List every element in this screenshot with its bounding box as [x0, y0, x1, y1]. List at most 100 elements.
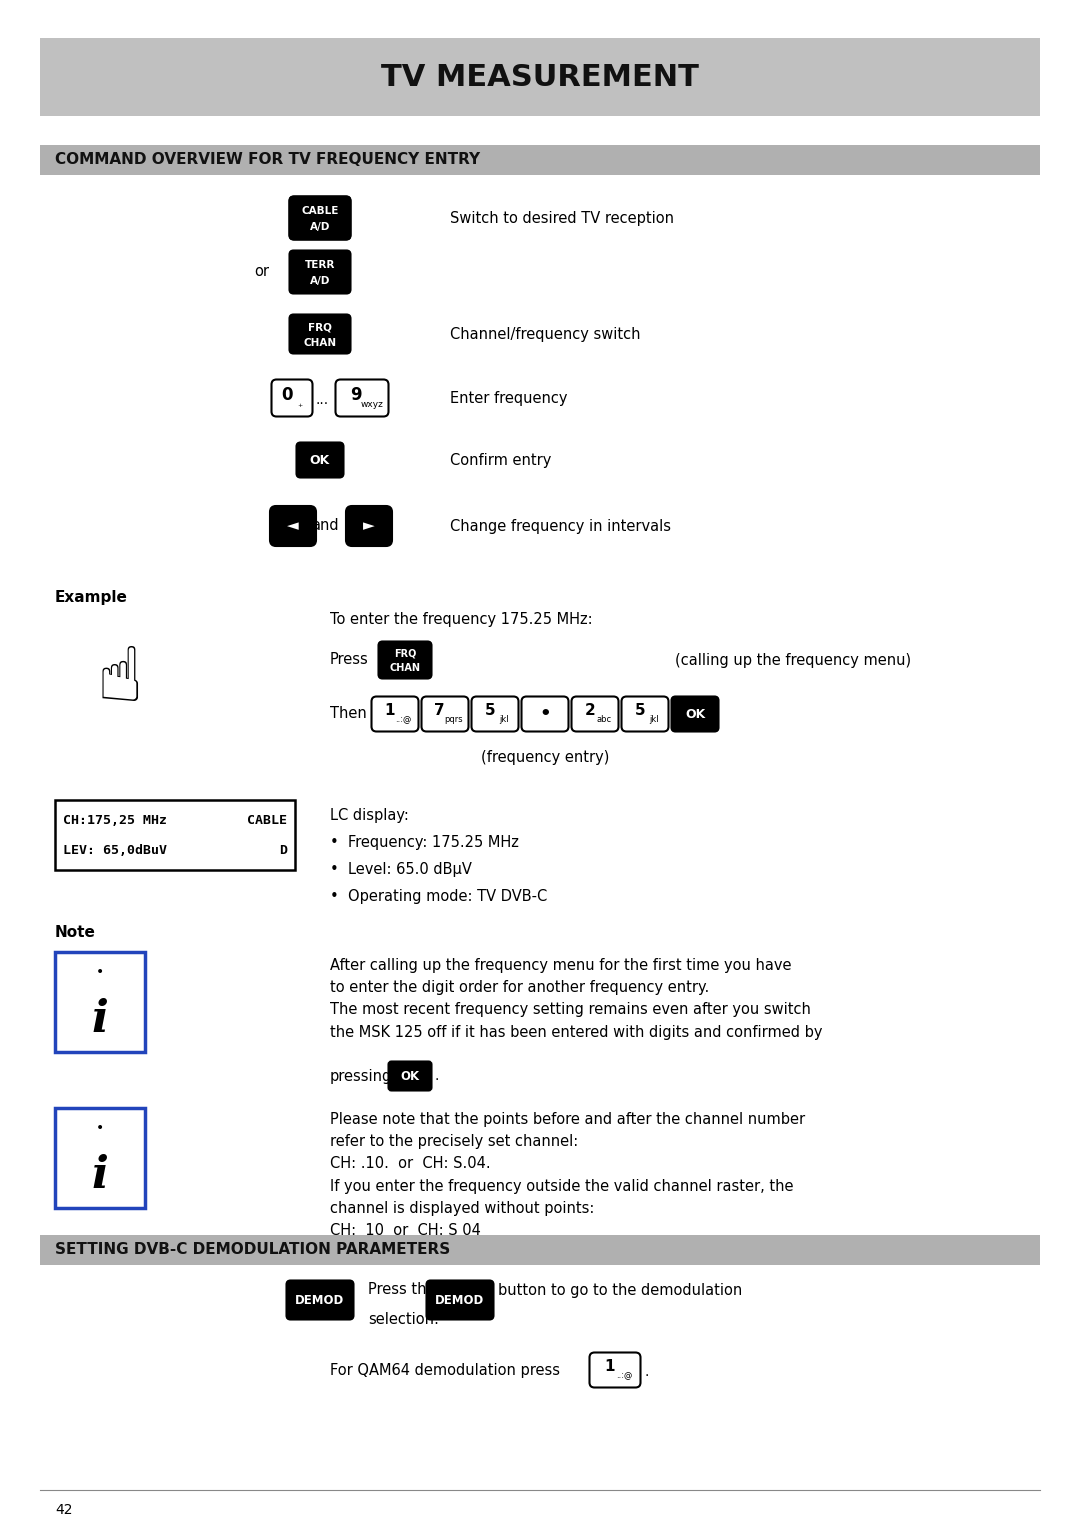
Bar [55, 801, 295, 869]
FancyBboxPatch shape [286, 1280, 353, 1320]
Text: •: • [539, 704, 551, 723]
Text: jkl: jkl [649, 715, 659, 724]
Text: Note: Note [55, 924, 96, 940]
Text: Switch to desired TV reception: Switch to desired TV reception [450, 211, 674, 226]
Text: CHAN: CHAN [303, 338, 337, 348]
Text: •  Level: 65.0 dBμV: • Level: 65.0 dBμV [330, 862, 472, 877]
Text: Example: Example [55, 590, 127, 605]
Bar [55, 952, 145, 1051]
Text: Press the: Press the [368, 1282, 435, 1297]
FancyBboxPatch shape [421, 697, 469, 732]
Text: 5: 5 [634, 703, 645, 718]
Text: .: . [434, 1070, 438, 1083]
FancyBboxPatch shape [427, 1280, 494, 1320]
Text: OK: OK [310, 454, 330, 466]
FancyBboxPatch shape [289, 197, 351, 240]
Text: CHAN: CHAN [390, 663, 420, 672]
Text: 1: 1 [604, 1360, 615, 1374]
FancyBboxPatch shape [289, 197, 351, 240]
Bar [40, 145, 1040, 176]
Text: OK: OK [685, 707, 705, 721]
FancyBboxPatch shape [270, 506, 316, 545]
FancyBboxPatch shape [289, 251, 351, 293]
Text: After calling up the frequency menu for the first time you have
to enter the dig: After calling up the frequency menu for … [330, 958, 823, 1039]
Text: 9: 9 [350, 385, 362, 403]
Text: For QAM64 demodulation press: For QAM64 demodulation press [330, 1363, 561, 1378]
Text: Press: Press [330, 652, 368, 668]
Text: i: i [92, 1155, 108, 1198]
Text: or: or [254, 264, 269, 280]
Text: ..:@: ..:@ [617, 1371, 633, 1380]
Text: selection:: selection: [368, 1313, 438, 1328]
Text: ◄: ◄ [287, 518, 299, 533]
Text: and: and [311, 518, 339, 533]
Text: Change frequency in intervals: Change frequency in intervals [450, 518, 671, 533]
Text: Then: Then [330, 706, 367, 721]
Text: 1: 1 [384, 703, 395, 718]
Text: CABLE: CABLE [247, 813, 287, 827]
Text: CABLE: CABLE [301, 206, 339, 215]
Text: OK: OK [401, 1070, 419, 1082]
Text: FRQ: FRQ [394, 648, 416, 659]
Text: ₊: ₊ [297, 399, 302, 410]
Text: TV MEASUREMENT: TV MEASUREMENT [381, 63, 699, 92]
Text: 42: 42 [55, 1504, 72, 1517]
FancyBboxPatch shape [378, 642, 432, 678]
Text: 2: 2 [584, 703, 595, 718]
Text: ..:@: ..:@ [395, 715, 411, 724]
Text: LEV: 65,0dBuV: LEV: 65,0dBuV [63, 843, 167, 857]
Text: (calling up the frequency menu): (calling up the frequency menu) [675, 652, 912, 668]
Text: To enter the frequency 175.25 MHz:: To enter the frequency 175.25 MHz: [330, 613, 593, 626]
Text: A/D: A/D [310, 277, 330, 286]
Text: pressing: pressing [330, 1068, 392, 1083]
FancyBboxPatch shape [271, 379, 312, 417]
Text: 7: 7 [434, 703, 445, 718]
Text: A/D: A/D [310, 222, 330, 232]
FancyBboxPatch shape [571, 697, 619, 732]
FancyBboxPatch shape [672, 697, 718, 732]
Text: Channel/frequency switch: Channel/frequency switch [450, 327, 640, 341]
FancyBboxPatch shape [472, 697, 518, 732]
Text: SETTING DVB-C DEMODULATION PARAMETERS: SETTING DVB-C DEMODULATION PARAMETERS [55, 1242, 450, 1258]
Text: wxyz: wxyz [361, 400, 383, 408]
FancyBboxPatch shape [346, 506, 392, 545]
Text: ►: ► [363, 518, 375, 533]
Text: .: . [645, 1365, 649, 1378]
FancyBboxPatch shape [289, 315, 351, 353]
Text: DEMOD: DEMOD [435, 1294, 485, 1306]
Text: button to go to the demodulation: button to go to the demodulation [498, 1282, 742, 1297]
Text: (frequency entry): (frequency entry) [481, 750, 609, 766]
Text: 0: 0 [282, 385, 293, 403]
Bar [40, 38, 1040, 116]
Text: CH:175,25 MHz: CH:175,25 MHz [63, 813, 167, 827]
FancyBboxPatch shape [297, 443, 343, 477]
Text: •  Frequency: 175.25 MHz: • Frequency: 175.25 MHz [330, 834, 518, 850]
Text: TERR: TERR [305, 260, 335, 270]
FancyBboxPatch shape [336, 379, 389, 417]
Text: ☝: ☝ [97, 643, 144, 717]
FancyBboxPatch shape [522, 697, 568, 732]
Text: COMMAND OVERVIEW FOR TV FREQUENCY ENTRY: COMMAND OVERVIEW FOR TV FREQUENCY ENTRY [55, 153, 481, 168]
Text: •: • [96, 1122, 104, 1135]
Text: 5: 5 [485, 703, 495, 718]
Text: D: D [279, 843, 287, 857]
FancyBboxPatch shape [372, 697, 419, 732]
FancyBboxPatch shape [590, 1352, 640, 1387]
Text: Enter frequency: Enter frequency [450, 391, 567, 405]
FancyBboxPatch shape [389, 1062, 432, 1091]
Text: •: • [96, 966, 104, 979]
Text: i: i [92, 998, 108, 1042]
Text: pqrs: pqrs [445, 715, 463, 724]
Text: ...: ... [315, 393, 328, 406]
Text: •  Operating mode: TV DVB-C: • Operating mode: TV DVB-C [330, 889, 548, 905]
Text: FRQ: FRQ [308, 322, 332, 333]
Text: jkl: jkl [499, 715, 509, 724]
Text: Confirm entry: Confirm entry [450, 452, 552, 468]
Text: DEMOD: DEMOD [295, 1294, 345, 1306]
FancyBboxPatch shape [621, 697, 669, 732]
Bar [55, 1108, 145, 1209]
Text: abc: abc [596, 715, 611, 724]
Text: LC display:: LC display: [330, 808, 409, 824]
Bar [40, 1235, 1040, 1265]
Text: Please note that the points before and after the channel number
refer to the pre: Please note that the points before and a… [330, 1112, 805, 1238]
